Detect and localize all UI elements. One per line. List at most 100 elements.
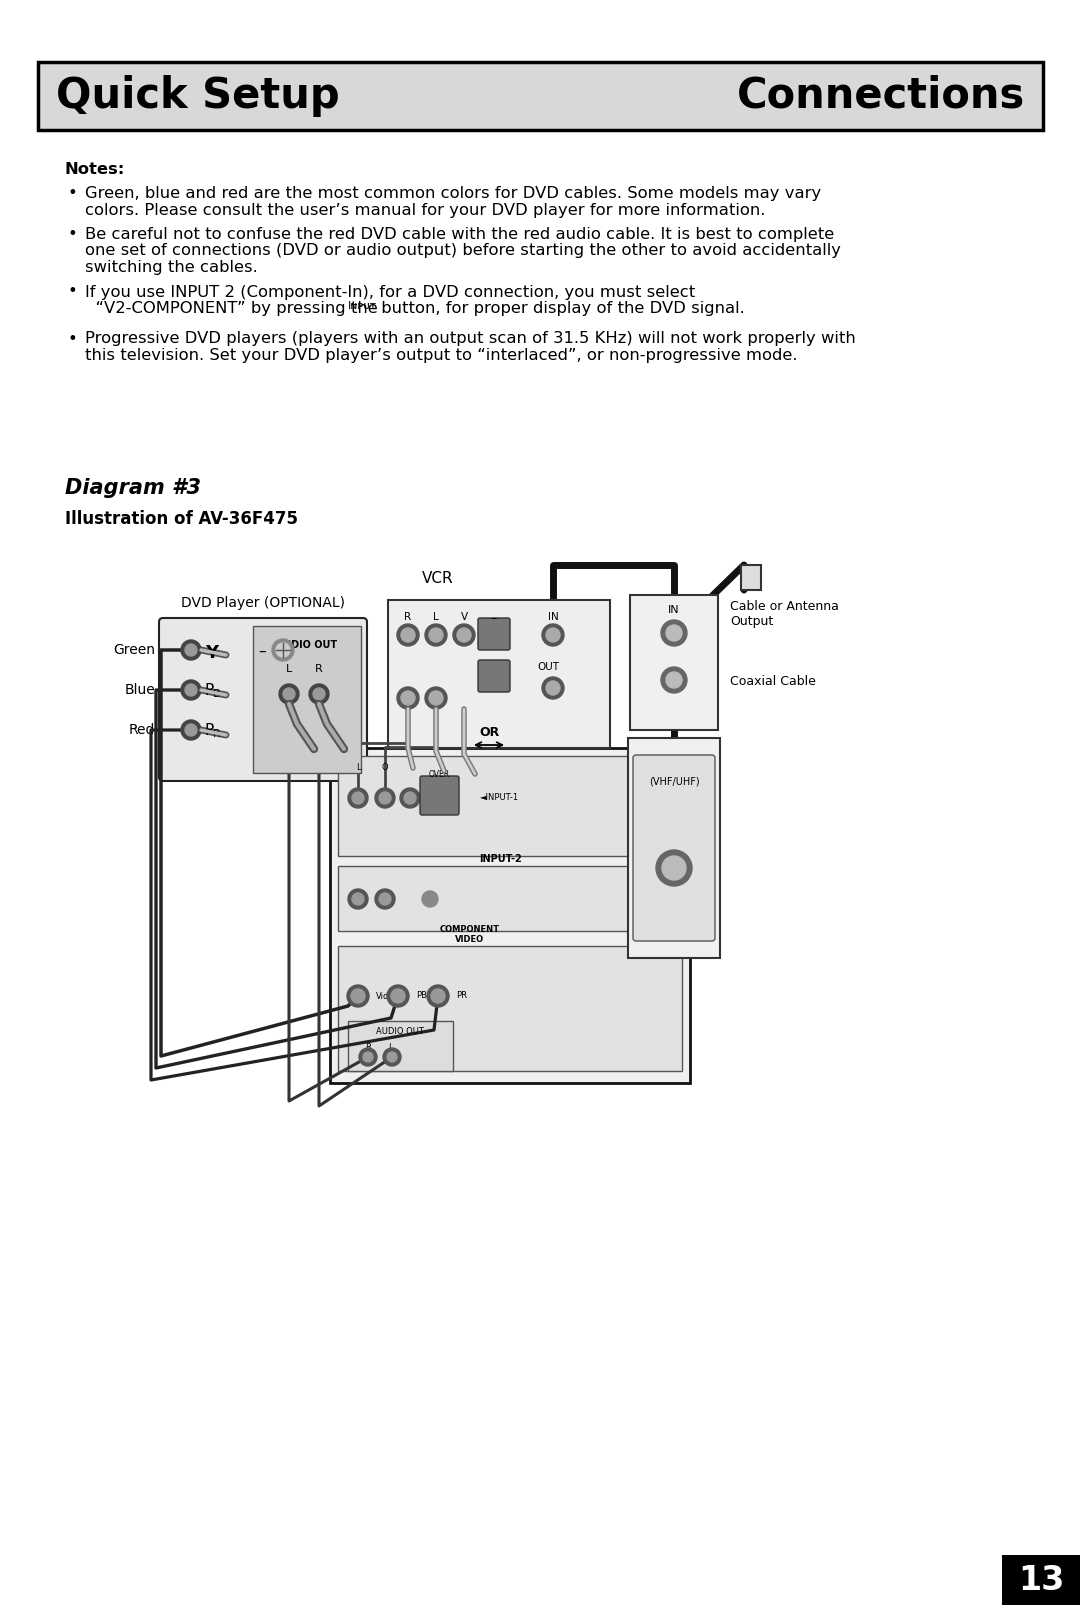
Text: OUT: OUT xyxy=(537,661,559,672)
Bar xyxy=(338,945,681,1071)
Circle shape xyxy=(453,624,475,645)
Circle shape xyxy=(375,889,395,908)
Circle shape xyxy=(181,721,201,740)
Circle shape xyxy=(661,668,687,693)
Text: L: L xyxy=(433,612,438,623)
Text: colors. Please consult the user’s manual for your DVD player for more informatio: colors. Please consult the user’s manual… xyxy=(85,202,766,218)
Text: L: L xyxy=(388,1043,392,1051)
Text: PB: PB xyxy=(416,992,427,1000)
Circle shape xyxy=(351,989,365,1003)
Circle shape xyxy=(427,985,449,1006)
Circle shape xyxy=(391,989,405,1003)
Circle shape xyxy=(662,855,686,880)
Text: IN: IN xyxy=(669,605,679,615)
Circle shape xyxy=(363,1051,373,1063)
Circle shape xyxy=(185,684,197,697)
Circle shape xyxy=(352,791,364,804)
Text: Coaxial Cable: Coaxial Cable xyxy=(730,676,815,689)
Text: L: L xyxy=(286,664,292,674)
Text: Connections: Connections xyxy=(737,75,1025,117)
Circle shape xyxy=(379,892,391,905)
Text: Video/Y: Video/Y xyxy=(376,992,407,1000)
Text: O: O xyxy=(381,762,389,772)
Text: this television. Set your DVD player’s output to “interlaced”, or non-progressiv: this television. Set your DVD player’s o… xyxy=(85,348,797,363)
Circle shape xyxy=(181,681,201,700)
Text: IN: IN xyxy=(548,612,558,623)
Bar xyxy=(388,600,610,748)
Circle shape xyxy=(666,672,681,689)
Text: B: B xyxy=(213,689,220,700)
Text: “V2-COMPONENT” by pressing the: “V2-COMPONENT” by pressing the xyxy=(85,302,383,316)
Circle shape xyxy=(279,684,299,705)
Text: R: R xyxy=(404,612,411,623)
Bar xyxy=(253,626,361,774)
Bar xyxy=(330,748,690,1083)
FancyBboxPatch shape xyxy=(420,775,459,815)
Bar xyxy=(1002,1555,1080,1605)
Text: DVD Player (OPTIONAL): DVD Player (OPTIONAL) xyxy=(181,595,345,610)
Circle shape xyxy=(276,644,291,656)
Text: R: R xyxy=(213,729,220,738)
Circle shape xyxy=(546,628,561,642)
Text: V: V xyxy=(460,612,468,623)
Text: VCR: VCR xyxy=(422,571,454,586)
Text: Notes:: Notes: xyxy=(65,162,125,177)
Text: •: • xyxy=(67,284,77,300)
Text: P: P xyxy=(205,684,214,698)
Circle shape xyxy=(283,689,295,700)
Text: one set of connections (DVD or audio output) before starting the other to avoid : one set of connections (DVD or audio out… xyxy=(85,244,841,258)
FancyBboxPatch shape xyxy=(633,754,715,941)
Text: OVER: OVER xyxy=(429,770,449,778)
Circle shape xyxy=(359,1048,377,1066)
Text: OR: OR xyxy=(478,727,499,740)
FancyBboxPatch shape xyxy=(478,660,510,692)
Circle shape xyxy=(185,644,197,656)
Text: Green, blue and red are the most common colors for DVD cables. Some models may v: Green, blue and red are the most common … xyxy=(85,186,821,201)
Text: Quick Setup: Quick Setup xyxy=(56,75,340,117)
Circle shape xyxy=(379,791,391,804)
Text: Cable or Antenna
Output: Cable or Antenna Output xyxy=(730,600,839,628)
Circle shape xyxy=(375,788,395,807)
Circle shape xyxy=(546,681,561,695)
Text: ◄INPUT-1: ◄INPUT-1 xyxy=(480,793,519,802)
Circle shape xyxy=(542,624,564,645)
Circle shape xyxy=(397,687,419,709)
Circle shape xyxy=(387,1051,397,1063)
Circle shape xyxy=(272,639,294,661)
Text: Blue: Blue xyxy=(124,684,156,697)
FancyBboxPatch shape xyxy=(348,1021,453,1071)
Text: Green: Green xyxy=(113,644,156,656)
Text: If you use INPUT 2 (Component-In), for a DVD connection, you must select: If you use INPUT 2 (Component-In), for a… xyxy=(85,284,696,300)
Bar xyxy=(338,756,681,855)
Text: INPUT-2: INPUT-2 xyxy=(478,854,522,863)
Circle shape xyxy=(309,684,329,705)
Text: AUDIO OUT: AUDIO OUT xyxy=(376,1027,424,1035)
Circle shape xyxy=(181,640,201,660)
Circle shape xyxy=(348,889,368,908)
Text: Diagram #3: Diagram #3 xyxy=(65,478,201,498)
Circle shape xyxy=(542,677,564,700)
Bar xyxy=(627,738,720,958)
Text: P: P xyxy=(205,722,214,738)
Text: R: R xyxy=(315,664,323,674)
Circle shape xyxy=(352,892,364,905)
Text: –: – xyxy=(491,612,497,624)
Circle shape xyxy=(387,985,409,1006)
Circle shape xyxy=(401,692,415,705)
Text: 13: 13 xyxy=(1017,1563,1064,1597)
Circle shape xyxy=(661,620,687,645)
Circle shape xyxy=(656,851,692,886)
Text: Be careful not to confuse the red DVD cable with the red audio cable. It is best: Be careful not to confuse the red DVD ca… xyxy=(85,226,834,242)
FancyBboxPatch shape xyxy=(159,618,367,782)
Text: button, for proper display of the DVD signal.: button, for proper display of the DVD si… xyxy=(376,302,745,316)
Text: Red: Red xyxy=(129,722,156,737)
Circle shape xyxy=(348,788,368,807)
Circle shape xyxy=(426,687,447,709)
Bar xyxy=(338,867,681,931)
Circle shape xyxy=(383,1048,401,1066)
Text: •: • xyxy=(67,226,77,242)
Circle shape xyxy=(429,692,443,705)
Text: Iɴᴘᴜᴛ: Iɴᴘᴜᴛ xyxy=(348,302,377,311)
Text: INPUT-1: INPUT-1 xyxy=(663,786,673,827)
Bar xyxy=(38,63,1043,130)
